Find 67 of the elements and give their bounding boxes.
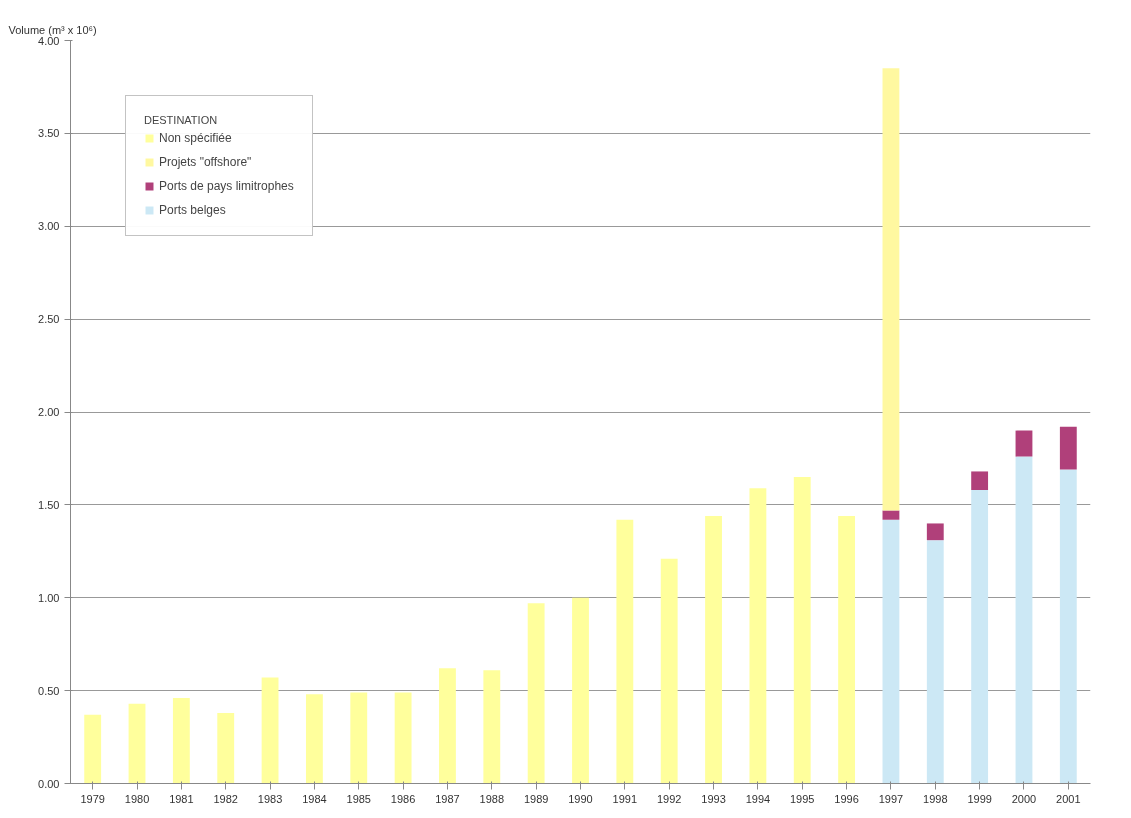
bar <box>305 694 323 784</box>
bar <box>926 540 944 784</box>
bar <box>1059 469 1077 784</box>
bar <box>350 692 368 784</box>
bar <box>749 488 767 784</box>
x-tick-label: 1986 <box>390 792 416 805</box>
bar <box>128 703 146 784</box>
bar <box>483 670 501 784</box>
x-tick-label: 1981 <box>169 792 194 805</box>
x-tick-label: 1988 <box>479 792 505 805</box>
bar <box>527 603 545 784</box>
bar <box>838 516 856 784</box>
x-tick-label: 2001 <box>1056 792 1081 805</box>
bar <box>882 510 900 520</box>
y-axis-title: Volume (m³ x 10⁶) <box>8 23 97 36</box>
bar <box>705 516 722 784</box>
x-tick-label: 1999 <box>967 792 992 805</box>
y-tick-label: 0.00 <box>38 777 60 790</box>
bar <box>616 519 634 784</box>
bar <box>882 519 900 784</box>
legend-label: Non spécifiée <box>159 131 232 145</box>
bar <box>1015 456 1033 784</box>
x-tick-label: 1979 <box>80 792 105 805</box>
legend-label: Projets "offshore" <box>159 155 252 169</box>
bar <box>172 698 190 784</box>
bar <box>793 477 811 784</box>
bar <box>261 677 279 784</box>
x-tick-label: 1989 <box>523 792 549 805</box>
y-tick-label: 3.50 <box>38 127 60 140</box>
y-tick-label: 2.50 <box>38 313 60 326</box>
y-tick-label: 1.50 <box>38 498 60 511</box>
legend-label: Ports de pays limitrophes <box>159 179 294 193</box>
x-tick-label: 1982 <box>213 792 238 805</box>
x-tick-label: 1983 <box>257 792 283 805</box>
bar <box>439 668 456 784</box>
x-tick-label: 1991 <box>612 792 638 805</box>
bar <box>926 523 944 541</box>
bar <box>84 714 102 784</box>
x-tick-label: 1996 <box>834 792 859 805</box>
bar <box>1059 426 1077 470</box>
bar <box>971 471 989 491</box>
x-tick-label: 1985 <box>346 792 372 805</box>
bar <box>1015 430 1033 457</box>
bar <box>572 597 589 784</box>
x-tick-label: 1994 <box>745 792 771 805</box>
bar <box>660 558 678 784</box>
y-tick-label: 2.00 <box>38 406 60 418</box>
y-tick-label: 3.00 <box>38 220 60 233</box>
bar <box>882 68 900 511</box>
x-tick-label: 1998 <box>923 792 948 805</box>
x-tick-label: 1980 <box>124 792 150 805</box>
x-tick-label: 1990 <box>568 792 593 805</box>
x-tick-label: 1995 <box>790 792 815 805</box>
bar <box>394 692 412 784</box>
legend-label: Ports belges <box>159 203 226 217</box>
x-tick-label: 1984 <box>302 792 327 805</box>
x-tick-label: 2000 <box>1011 792 1037 805</box>
y-tick-label: 0.50 <box>38 684 60 697</box>
bar <box>971 490 989 784</box>
x-tick-label: 1992 <box>656 792 682 805</box>
x-tick-label: 1987 <box>435 792 460 805</box>
y-tick-label: 4.00 <box>38 34 60 47</box>
bar <box>217 712 235 784</box>
y-tick-label: 1.00 <box>38 591 60 604</box>
legend-title: DESTINATION <box>144 114 219 126</box>
x-tick-label: 1997 <box>878 792 904 805</box>
x-tick-label: 1993 <box>701 792 726 805</box>
